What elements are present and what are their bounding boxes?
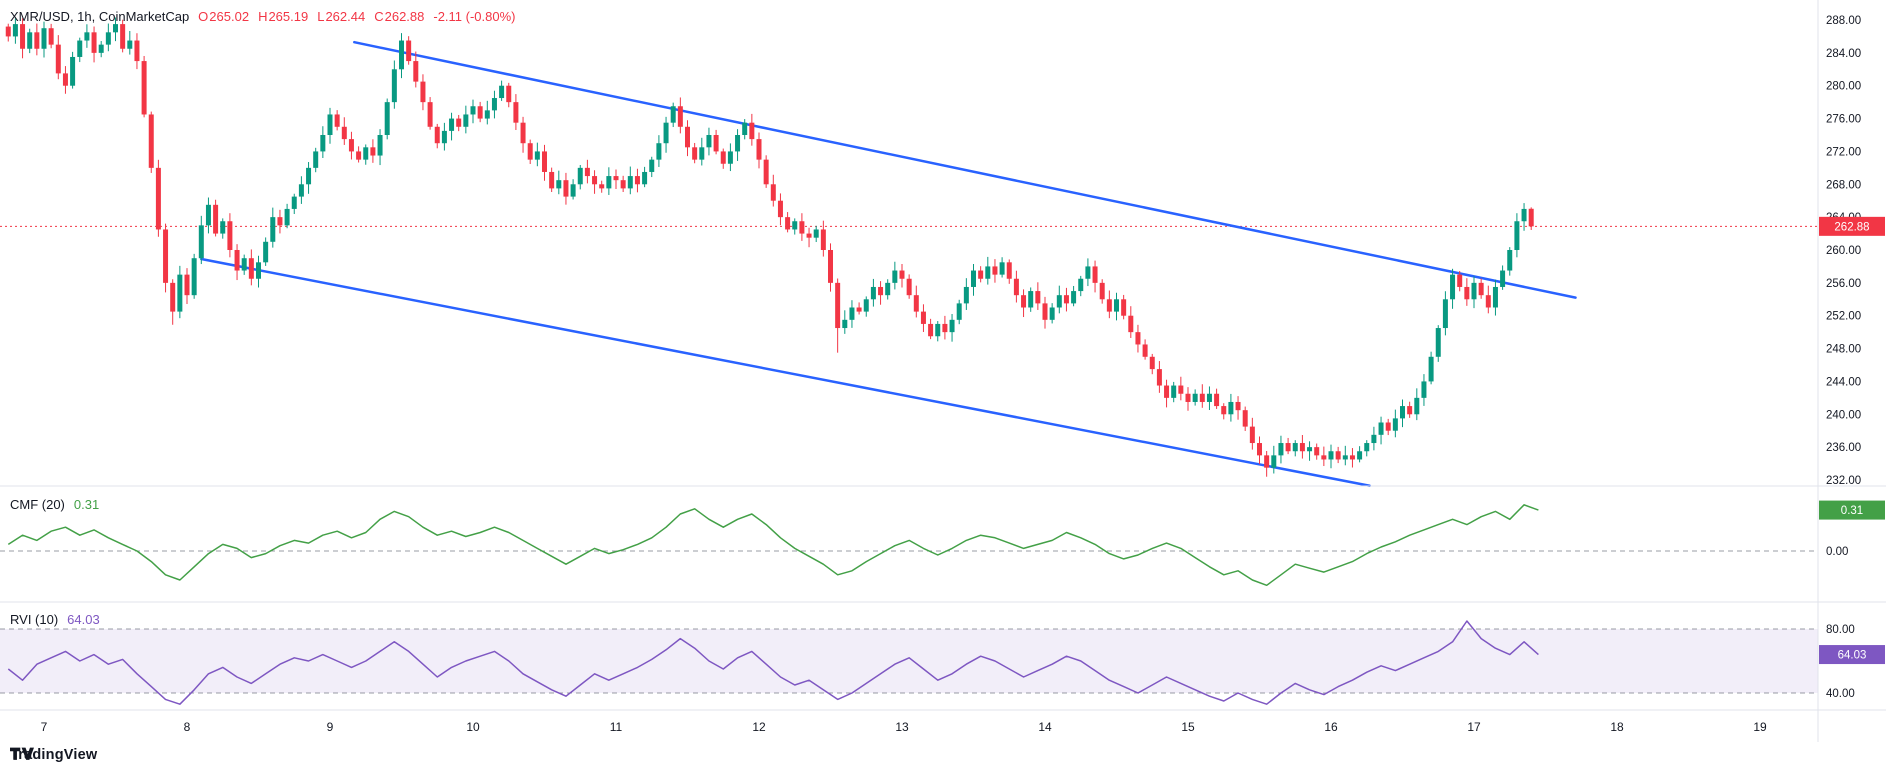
symbol-title: XMR/USD, 1h, CoinMarketCap (10, 9, 190, 24)
time-tick-label[interactable]: 10 (466, 720, 480, 734)
chart-canvas[interactable]: 288.00284.00280.00276.00272.00268.00264.… (0, 0, 1886, 742)
cmf-value: 0.31 (73, 497, 100, 512)
price-tick-label[interactable]: 252.00 (1826, 311, 1861, 323)
cmf-line (7, 504, 1539, 587)
time-tick-label[interactable]: 9 (327, 720, 334, 734)
price-tick-label[interactable]: 276.00 (1826, 114, 1861, 126)
symbol-legend: XMR/USD, 1h, CoinMarketCap O 265.02 H 265.… (10, 9, 516, 24)
tradingview-attribution[interactable]: TradingView (10, 747, 97, 763)
price-tick-label[interactable]: 284.00 (1826, 48, 1861, 60)
time-tick-label[interactable]: 16 (1324, 720, 1338, 734)
ohlc-close: C 262.88 (374, 9, 424, 24)
price-tick-label[interactable]: 240.00 (1826, 409, 1861, 421)
ohlc-open: O 265.02 (198, 9, 249, 24)
price-badge-text: 262.88 (1834, 221, 1869, 233)
time-tick-label[interactable]: 13 (895, 720, 909, 734)
rvi-badge (1819, 645, 1885, 665)
price-tick-label[interactable]: 288.00 (1826, 15, 1861, 27)
time-tick-label[interactable]: 18 (1610, 720, 1624, 734)
ohlc-low-value: 262.44 (325, 9, 366, 24)
time-tick-label[interactable]: 12 (752, 720, 766, 734)
candles-layer[interactable] (5, 17, 1534, 477)
time-tick-label[interactable]: 7 (41, 720, 48, 734)
ohlc-close-label: C (374, 9, 384, 24)
lower-channel-line[interactable] (200, 257, 1371, 487)
time-tick-label[interactable]: 19 (1753, 720, 1767, 734)
cmf-badge (1819, 500, 1885, 520)
time-tick-label[interactable]: 11 (610, 720, 623, 734)
rvi-band (0, 629, 1818, 693)
cmf-label: CMF (20) (10, 497, 65, 512)
price-change: -2.11 (-0.80%) (433, 9, 516, 24)
time-tick-label[interactable]: 8 (184, 720, 191, 734)
ohlc-open-value: 265.02 (209, 9, 250, 24)
rvi-tick-label[interactable]: 80.00 (1826, 624, 1855, 636)
price-tick-label[interactable]: 260.00 (1826, 245, 1861, 257)
time-tick-label[interactable]: 15 (1181, 720, 1195, 734)
rvi-legend: RVI (10) 64.03 (10, 612, 100, 627)
ohlc-high-value: 265.19 (268, 9, 309, 24)
ohlc-low-label: L (317, 9, 325, 24)
ohlc-high: H 265.19 (258, 9, 308, 24)
time-tick-label[interactable]: 14 (1038, 720, 1052, 734)
cmf-legend: CMF (20) 0.31 (10, 497, 99, 512)
price-tick-label[interactable]: 256.00 (1826, 278, 1861, 290)
ohlc-low: L 262.44 (317, 9, 365, 24)
rvi-badge-text: 64.03 (1838, 650, 1867, 662)
ohlc-open-label: O (198, 9, 209, 24)
price-tick-label[interactable]: 232.00 (1826, 475, 1861, 487)
price-tick-label[interactable]: 272.00 (1826, 146, 1861, 158)
price-tick-label[interactable]: 268.00 (1826, 179, 1861, 191)
tradingview-logo-icon (10, 747, 34, 760)
upper-channel-line[interactable] (353, 40, 1577, 299)
rvi-value: 64.03 (67, 612, 100, 627)
ohlc-close-value: 262.88 (384, 9, 425, 24)
price-tick-label[interactable]: 248.00 (1826, 344, 1861, 356)
cmf-tick-label[interactable]: 0.00 (1826, 546, 1848, 558)
price-tick-label[interactable]: 244.00 (1826, 376, 1861, 388)
cmf-badge-text: 0.31 (1841, 505, 1863, 517)
time-tick-label[interactable]: 17 (1467, 720, 1481, 734)
price-tick-label[interactable]: 236.00 (1826, 442, 1861, 454)
ohlc-high-label: H (258, 9, 268, 24)
rvi-line (7, 620, 1539, 705)
price-tick-label[interactable]: 280.00 (1826, 81, 1861, 93)
rvi-label: RVI (10) (10, 612, 59, 627)
rvi-tick-label[interactable]: 40.00 (1826, 688, 1855, 700)
price-badge (1819, 216, 1885, 236)
